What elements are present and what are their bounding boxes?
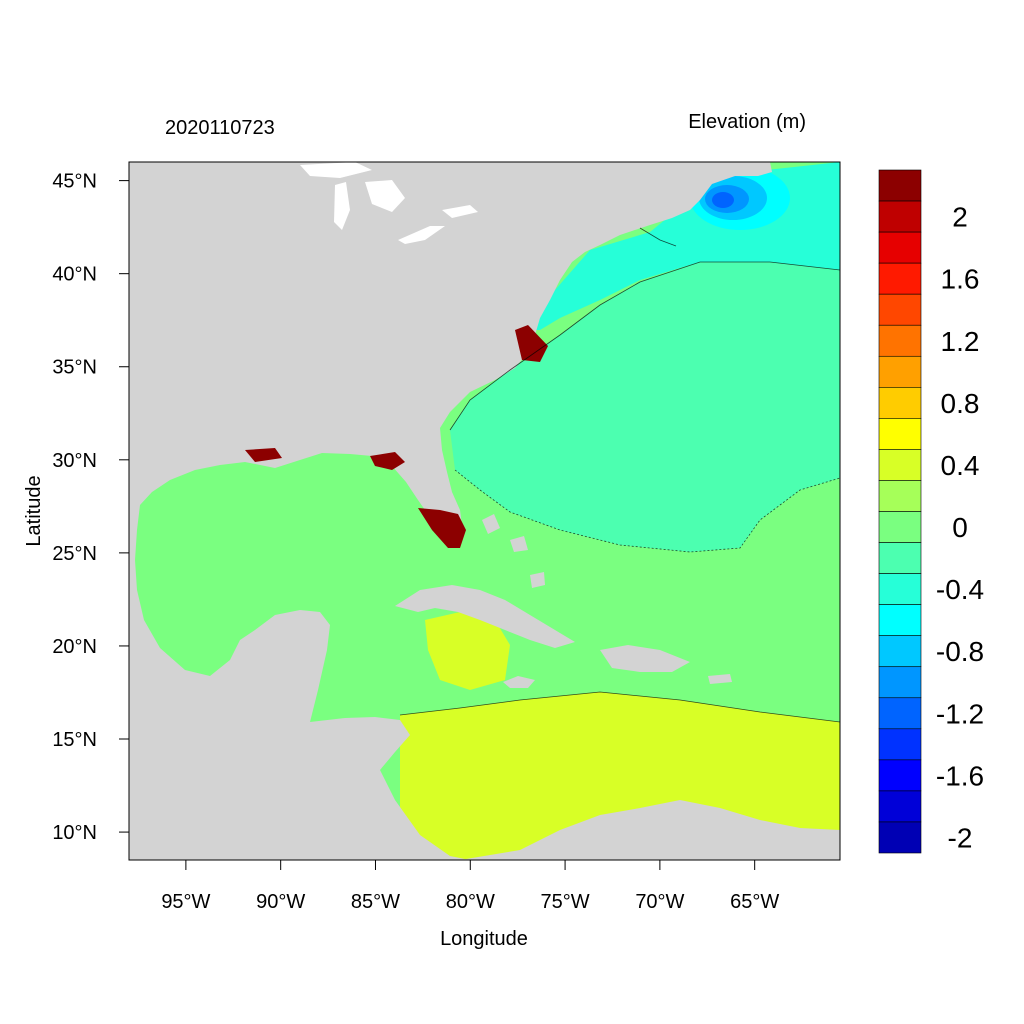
colorbar-label: -0.4: [936, 574, 984, 605]
colorbar-label: 0.8: [941, 388, 980, 419]
surge-south-florida: [418, 508, 466, 548]
colorbar-swatch: [878, 759, 922, 792]
x-tick-label: 90°W: [256, 891, 305, 913]
colorbar-swatch: [878, 542, 922, 574]
lake-michigan: [334, 182, 350, 230]
colorbar-swatch: [878, 573, 922, 605]
colorbar-label: 2: [952, 202, 968, 233]
y-tick-label: 35°N: [52, 357, 97, 379]
western-caribbean: [425, 612, 510, 690]
bahamas: [482, 514, 545, 588]
jamaica: [503, 676, 535, 688]
gulf-of-maine-depression: [712, 192, 734, 208]
colorbar-label: 0: [952, 512, 968, 543]
x-tick-label: 80°W: [446, 891, 495, 913]
colorbar-swatch: [878, 355, 922, 388]
land: [129, 162, 840, 860]
x-tick-label: 95°W: [161, 891, 210, 913]
colorbar-swatch: [878, 635, 922, 668]
plot-frame: [128, 161, 841, 861]
colorbar-swatch: [878, 387, 922, 419]
y-tick-label: 15°N: [52, 729, 97, 751]
y-tick-label: 20°N: [52, 636, 97, 658]
colorbar-swatch: [878, 604, 922, 636]
contour-line: [639, 227, 677, 247]
x-tick-label: 85°W: [351, 891, 400, 913]
y-tick-label: 45°N: [52, 171, 97, 193]
colorbar-swatch: [878, 231, 922, 264]
y-tick-label: 30°N: [52, 450, 97, 472]
x-tick-label: 70°W: [635, 891, 684, 913]
colorbar-swatch: [878, 200, 922, 233]
surge-southeast-coast: [515, 325, 548, 362]
lake-erie: [398, 226, 445, 244]
lake-huron: [365, 180, 405, 212]
colorbar-swatch: [878, 262, 922, 295]
colorbar-swatch: [878, 511, 922, 543]
colorbar-label: -0.8: [936, 636, 984, 667]
contour-line: [449, 261, 840, 431]
lake-ontario: [442, 205, 478, 218]
y-tick-label: 25°N: [52, 543, 97, 565]
y-tick-label: 10°N: [52, 822, 97, 844]
colorbar-label: 0.4: [941, 450, 980, 481]
colorbar-swatch: [878, 697, 922, 730]
lake-superior: [300, 162, 372, 178]
map-area: [129, 162, 840, 860]
great-lakes: [300, 162, 478, 244]
hispaniola: [600, 645, 690, 672]
cuba: [395, 585, 575, 648]
variable-label: Elevation (m): [688, 111, 806, 133]
contour-line: [454, 469, 840, 553]
storm-surge: [245, 325, 548, 548]
north-america-land: [129, 162, 772, 860]
colorbar-swatch: [878, 449, 922, 481]
surge-gulf-coast: [245, 448, 282, 462]
colorbar-swatch: [878, 293, 922, 326]
colorbar-label: -1.6: [936, 760, 984, 791]
x-tick-label: 65°W: [730, 891, 779, 913]
contour-line: [399, 691, 840, 723]
puerto-rico: [708, 674, 732, 684]
colorbar-swatch: [878, 666, 922, 699]
colorbar-swatch: [878, 418, 922, 450]
contour-lines: [399, 227, 840, 723]
colorbar: 2 1.6 1.2 0.8 0.4 0 -0.4 -0.8 -1.2 -1.6 -2: [878, 169, 984, 854]
colorbar-swatch: [878, 480, 922, 512]
y-tick-label: 40°N: [52, 264, 97, 286]
colorbar-swatch: [878, 169, 922, 202]
colorbar-label: 1.2: [941, 326, 980, 357]
colorbar-swatch: [878, 324, 922, 357]
colorbar-label: 1.6: [941, 264, 980, 295]
surge-big-bend: [370, 452, 405, 470]
x-axis-title: Longitude: [440, 928, 528, 950]
colorbar-swatch: [878, 790, 922, 823]
colorbar-label: -2: [948, 822, 973, 853]
y-axis-title: Latitude: [23, 475, 45, 546]
open-atlantic: [450, 262, 840, 552]
colorbar-swatch: [878, 821, 922, 854]
x-tick-label: 75°W: [541, 891, 590, 913]
axis-ticks: 95°W 90°W 85°W 80°W 75°W 70°W 65°W 45°N 40°N 35°N…: [52, 171, 779, 913]
south-america-land: [460, 800, 840, 860]
timestamp-label: 2020110723: [165, 117, 275, 139]
colorbar-label: -1.2: [936, 698, 984, 729]
colorbar-swatch: [878, 728, 922, 761]
